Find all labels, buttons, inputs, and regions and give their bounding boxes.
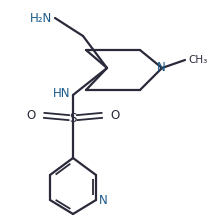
Text: S: S: [69, 112, 77, 125]
Text: CH₃: CH₃: [188, 55, 207, 65]
Text: O: O: [110, 108, 119, 121]
Text: N: N: [157, 60, 165, 73]
Text: O: O: [27, 108, 36, 121]
Text: H₂N: H₂N: [30, 11, 52, 24]
Text: N: N: [99, 194, 108, 207]
Text: HN: HN: [52, 86, 70, 99]
